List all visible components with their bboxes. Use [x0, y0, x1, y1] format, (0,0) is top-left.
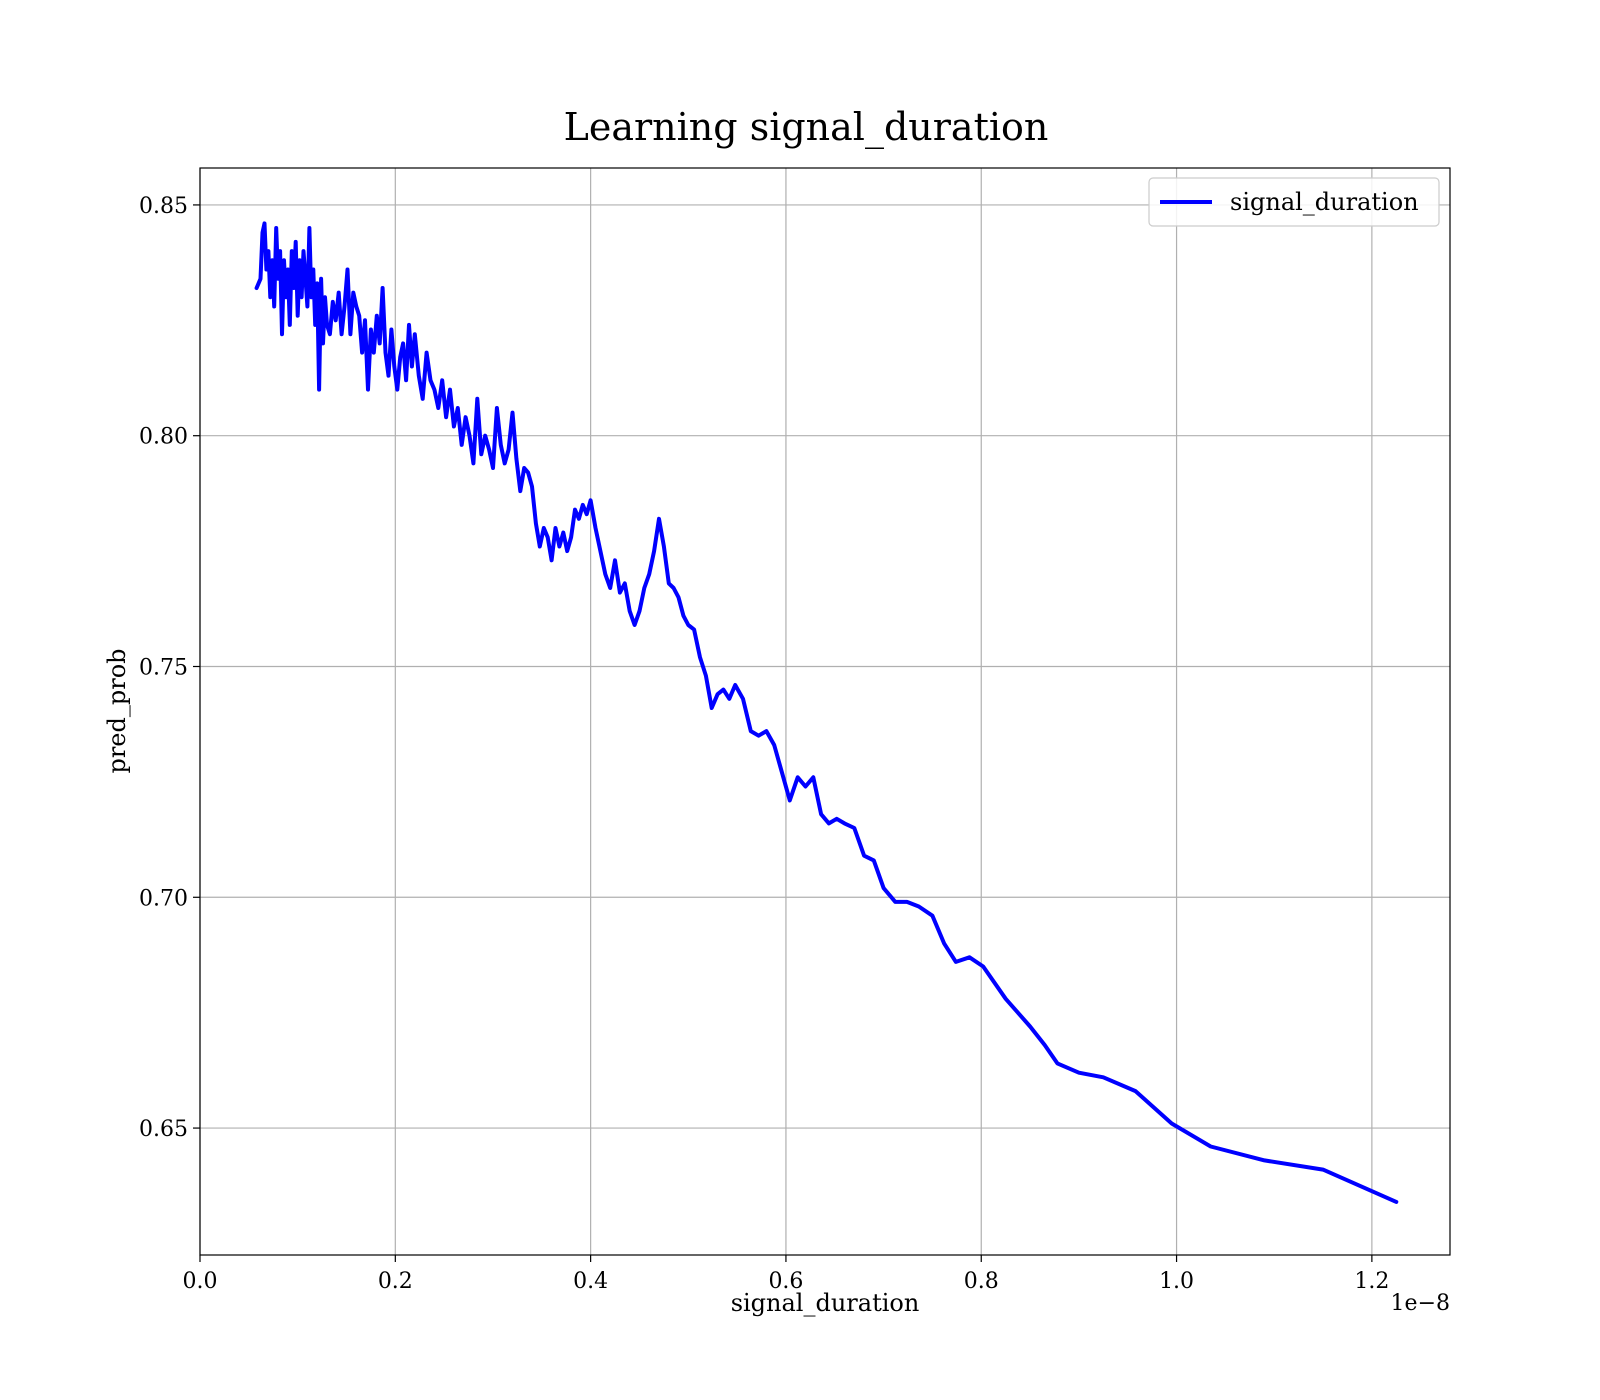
series-line-signal_duration: [254, 221, 1399, 1204]
legend: signal_duration: [1148, 177, 1440, 227]
y-tick-label: 0.65: [139, 1117, 188, 1142]
x-tick-label: 0.8: [964, 1269, 999, 1294]
x-tick-label: 0.2: [378, 1269, 413, 1294]
tick-layer: 0.0 0.2 0.4 0.6 0.8 1.0 1.2 0.65 0.70 0.75 0.80 0.8…: [139, 194, 1389, 1294]
chart-title: Learning signal_duration: [564, 105, 1049, 150]
x-tick-label: 1.0: [1159, 1269, 1194, 1294]
x-tick-label: 1.2: [1354, 1269, 1389, 1294]
y-tick-label: 0.70: [139, 886, 188, 911]
y-axis-label: pred_prob: [103, 648, 131, 773]
y-tick-label: 0.85: [139, 194, 188, 219]
legend-label: signal_duration: [1230, 188, 1419, 216]
plot-frame: [199, 167, 1451, 1256]
y-tick-label: 0.75: [139, 655, 188, 680]
series-layer: [254, 221, 1399, 1204]
grid-layer: [199, 168, 1450, 1255]
x-tick-label: 0.4: [573, 1269, 608, 1294]
y-tick-label: 0.80: [139, 425, 188, 450]
legend-box: [1148, 177, 1440, 227]
x-offset-text: 1e−8: [1391, 1291, 1450, 1316]
x-axis-label: signal_duration: [731, 1289, 920, 1317]
x-tick-label: 0.6: [768, 1269, 803, 1294]
x-tick-label: 0.0: [183, 1269, 218, 1294]
